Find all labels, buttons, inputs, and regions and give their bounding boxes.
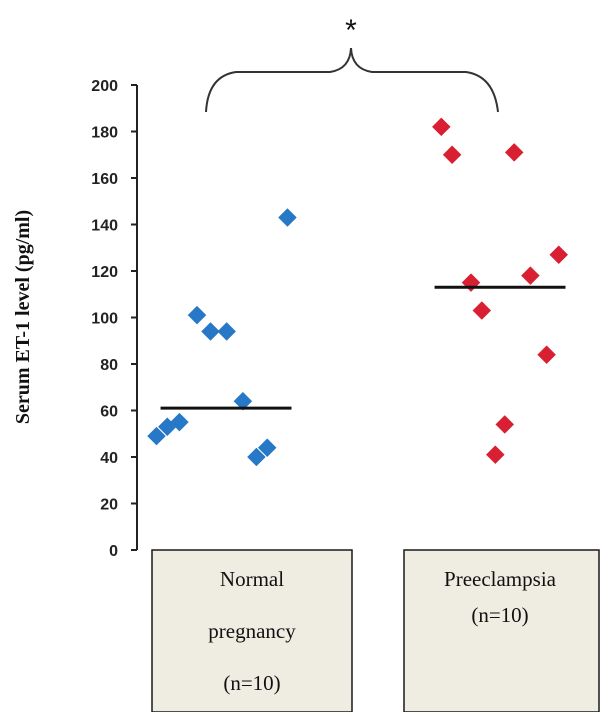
- data-point: [233, 391, 253, 411]
- data-point: [537, 345, 556, 365]
- category-box-normal: [151, 549, 353, 712]
- data-point: [431, 117, 451, 137]
- y-axis-title: Serum ET-1 level (pg/ml): [12, 210, 34, 424]
- data-point: [170, 412, 189, 432]
- data-point: [472, 301, 492, 320]
- y-tick-label: 100: [91, 311, 118, 328]
- data-point: [485, 445, 505, 465]
- category-label-line: Normal: [220, 567, 284, 591]
- data-point: [495, 415, 515, 434]
- y-tick-label: 200: [91, 78, 118, 95]
- data-point: [201, 322, 220, 341]
- y-tick-label: 140: [91, 218, 118, 235]
- category-label-line: pregnancy: [208, 619, 296, 643]
- y-axis-ticks: 0 20 40 60 80 100 120 140 160 180 200: [91, 78, 137, 560]
- data-point: [187, 305, 207, 325]
- category-label-line: (n=10): [471, 603, 528, 627]
- y-tick-label: 40: [100, 450, 118, 467]
- y-tick-label: 0: [109, 543, 118, 560]
- significance-bracket: [205, 47, 499, 113]
- data-point: [257, 438, 277, 458]
- y-tick-label: 20: [100, 497, 118, 514]
- y-tick-label: 80: [100, 357, 118, 374]
- category-label-line: Preeclampsia: [444, 567, 557, 591]
- y-tick-label: 120: [91, 264, 118, 281]
- category-boxes: [151, 549, 600, 712]
- data-point: [278, 208, 297, 227]
- y-tick-label: 60: [100, 404, 118, 421]
- data-point: [442, 145, 462, 165]
- mean-lines: [160, 285, 566, 410]
- data-point: [504, 143, 524, 162]
- data-points: [147, 117, 569, 467]
- data-point: [461, 273, 481, 292]
- significance-marker: *: [345, 14, 357, 47]
- data-point: [521, 266, 540, 286]
- y-tick-label: 160: [91, 171, 118, 188]
- category-box-preeclampsia: [403, 549, 600, 712]
- data-point: [147, 426, 166, 446]
- category-label-line: (n=10): [223, 671, 280, 695]
- y-tick-label: 180: [91, 125, 118, 142]
- data-point: [217, 322, 237, 341]
- category-labels: Normal pregnancy (n=10) Preeclampsia (n=…: [208, 567, 556, 695]
- data-point: [549, 245, 569, 265]
- data-point: [247, 447, 266, 467]
